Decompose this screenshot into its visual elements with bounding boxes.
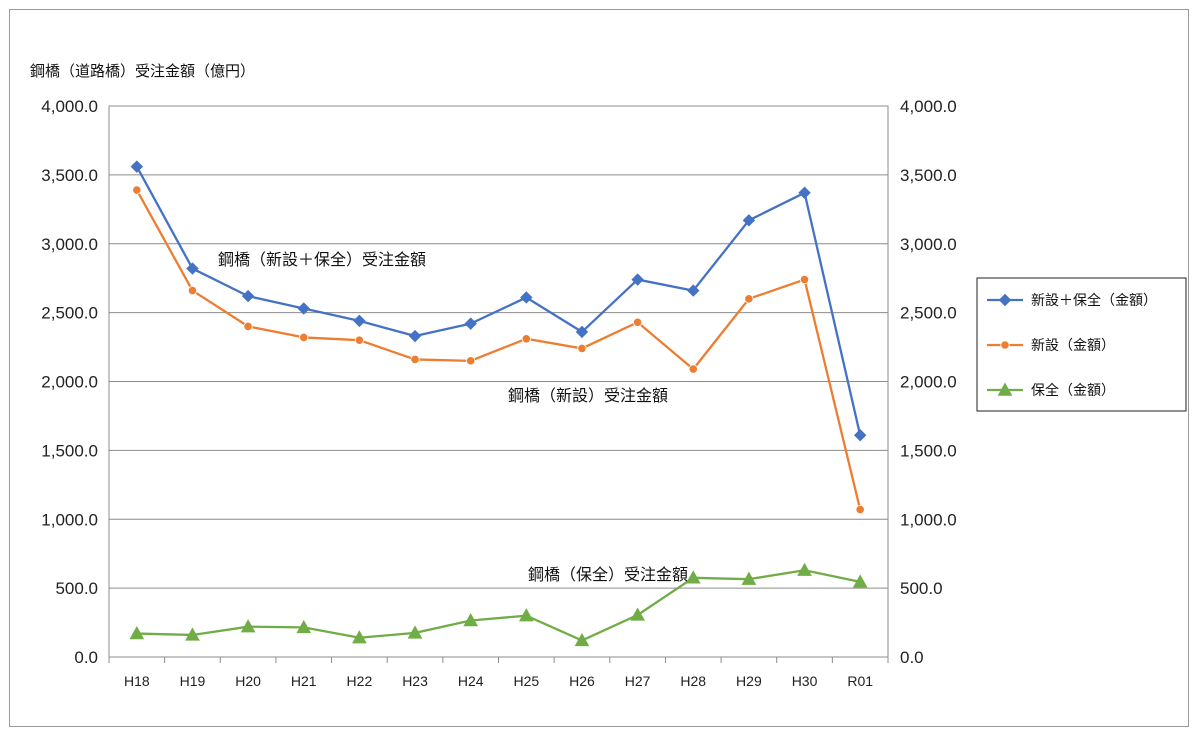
data-point [132,185,142,195]
data-point [855,505,865,515]
y-tick-label-right: 0.0 [900,648,924,667]
data-point [997,382,1013,396]
y-axis-title: 鋼橋（道路橋）受注金額（億円） [30,62,255,80]
y-tick-label-left: 1,500.0 [41,441,98,460]
data-point [799,274,810,285]
data-point [574,632,590,647]
data-point [463,612,479,627]
data-point [185,627,200,641]
x-tick-label: H28 [680,673,706,689]
x-tick-label: H20 [235,673,261,689]
y-tick-label-right: 3,000.0 [900,235,957,254]
y-ticks-right: 0.0 500.0 1,000.0 1,500.0 2,000.0 2,500.0 3,00… [900,97,957,667]
data-point [741,571,757,585]
data-point [186,262,199,275]
y-tick-label-right: 1,500.0 [900,441,957,460]
data-point [464,317,477,330]
data-point [1000,340,1010,350]
data-point [296,619,312,634]
data-point [685,570,701,584]
data-point [852,574,868,588]
plot-border [108,105,889,663]
data-point [797,562,812,576]
data-point [633,317,643,327]
x-tick-label: H24 [458,673,484,689]
data-point [744,294,754,304]
y-tick-label-left: 2,000.0 [41,373,98,392]
y-tick-label-left: 3,500.0 [41,166,98,185]
x-tick-label: H26 [569,673,595,689]
data-point [353,314,366,328]
series-line [135,189,862,510]
y-tick-label-right: 2,500.0 [900,304,957,323]
data-point [352,630,367,644]
data-point [130,160,144,173]
y-tick-label-right: 3,500.0 [900,166,957,185]
data-point [518,608,534,622]
data-point [853,429,867,442]
legend-label: 保全（金額） [1031,382,1115,399]
x-tick-label: H27 [625,673,651,689]
data-point [408,329,422,343]
data-point [240,619,256,633]
data-point [742,214,756,227]
y-ticks-left: 0.0 500.0 1,000.0 1,500.0 2,000.0 2,500.0 3,00… [41,97,98,667]
y-tick-label-left: 2,500.0 [41,304,98,323]
y-tick-label-left: 4,000.0 [41,97,98,116]
data-point [577,343,587,354]
x-ticks: H18 H19 H20 H21 H22 H23 H24 H25 H26 H27 H28 H29 H30 R… [124,673,873,689]
y-tick-label-right: 1,000.0 [900,510,957,529]
y-tick-label-left: 500.0 [55,579,98,598]
data-point [798,186,811,199]
x-tick-label: H21 [291,673,317,689]
legend-label: 新設（金額） [1031,338,1115,354]
data-point [521,334,531,344]
data-point [998,293,1012,307]
gridlines [109,105,888,658]
series-line [135,166,862,436]
x-tick-label: R01 [847,673,873,689]
y-tick-label-right: 4,000.0 [900,97,957,116]
annotation-total: 鋼橋（新設＋保全）受注金額 [218,250,426,269]
y-tick-label-left: 0.0 [74,648,98,667]
y-tick-label-left: 3,000.0 [41,235,98,254]
data-point [630,607,645,621]
y-tick-label-right: 2,000.0 [900,373,957,392]
series-line [136,569,861,642]
x-tick-label: H22 [347,673,373,689]
annotation-new: 鋼橋（新設）受注金額 [508,386,668,405]
data-point [241,289,255,303]
legend: 新設＋保全（金額） 新設（金額） 保全（金額） [976,277,1187,412]
data-point [688,364,698,374]
x-tick-label: H19 [180,673,206,689]
data-point [520,291,533,304]
x-tick-label: H18 [124,673,150,689]
data-point [410,354,420,365]
data-point [187,285,198,296]
series-lines [135,166,862,642]
annotation-maintenance: 鋼橋（保全）受注金額 [528,565,688,584]
data-point [466,356,476,366]
x-tick-label: H23 [402,673,428,689]
x-tick-label: H30 [792,673,818,689]
series-markers [129,160,868,647]
data-point [243,321,253,331]
data-point [297,302,310,315]
series-annotations: 鋼橋（新設＋保全）受注金額 鋼橋（新設）受注金額 鋼橋（保全）受注金額 [218,250,688,584]
data-point [129,626,145,640]
data-point [687,284,700,297]
y-tick-label-left: 1,000.0 [41,510,98,529]
data-point [354,335,364,345]
x-tick-label: H25 [513,673,539,689]
data-point [631,273,644,286]
data-point [299,332,309,343]
y-tick-label-right: 500.0 [900,579,943,598]
legend-label: 新設＋保全（金額） [1031,292,1157,309]
x-tick-label: H29 [736,673,762,689]
data-point [575,325,589,339]
data-point [407,625,423,639]
